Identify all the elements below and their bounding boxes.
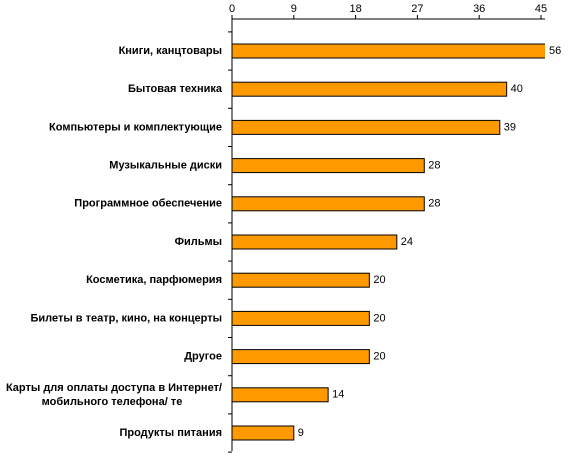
bar <box>232 272 370 288</box>
value-label: 56 <box>549 45 561 57</box>
value-label: 9 <box>298 427 304 439</box>
bar <box>232 196 425 212</box>
value-label: 24 <box>401 236 413 248</box>
x-tick-label: 9 <box>291 3 297 15</box>
value-label: 20 <box>373 274 385 286</box>
y-tick-label: Программное обеспечение <box>74 198 222 210</box>
y-tick-label: Компьютеры и комплектующие <box>49 121 222 133</box>
x-tick-label: 18 <box>349 3 361 15</box>
x-tick-label: 36 <box>473 3 485 15</box>
value-label: 14 <box>332 389 344 401</box>
y-tick-label: Косметика, парфюмерия <box>86 274 222 286</box>
value-label: 20 <box>373 312 385 324</box>
y-tick-label: Другое <box>184 351 222 363</box>
bar <box>232 158 425 174</box>
bar <box>232 310 370 326</box>
y-tick-label: Фильмы <box>175 236 222 248</box>
bar <box>232 119 501 135</box>
x-tick-label: 45 <box>535 3 547 15</box>
bar <box>232 234 398 250</box>
bar <box>232 81 508 97</box>
y-tick-label: Продукты питания <box>119 427 222 439</box>
bar <box>232 349 370 365</box>
y-tick-label: Карты для оплаты доступа в Интернет/моби… <box>6 382 222 408</box>
bar <box>232 43 545 59</box>
x-tick-label: 0 <box>229 3 235 15</box>
value-label: 39 <box>504 121 516 133</box>
value-label: 20 <box>373 351 385 363</box>
value-label: 28 <box>428 198 440 210</box>
y-tick-label: Бытовая техника <box>128 83 223 95</box>
value-label: 40 <box>511 83 523 95</box>
value-label: 28 <box>428 160 440 172</box>
plot-area <box>232 43 545 441</box>
y-tick-label: Музыкальные диски <box>109 160 222 172</box>
y-tick-label: Билеты в театр, кино, на концерты <box>30 312 222 324</box>
x-tick-label: 27 <box>411 3 423 15</box>
y-tick-label: Книги, канцтовары <box>119 45 222 57</box>
bar <box>232 387 329 403</box>
bar <box>232 425 295 441</box>
